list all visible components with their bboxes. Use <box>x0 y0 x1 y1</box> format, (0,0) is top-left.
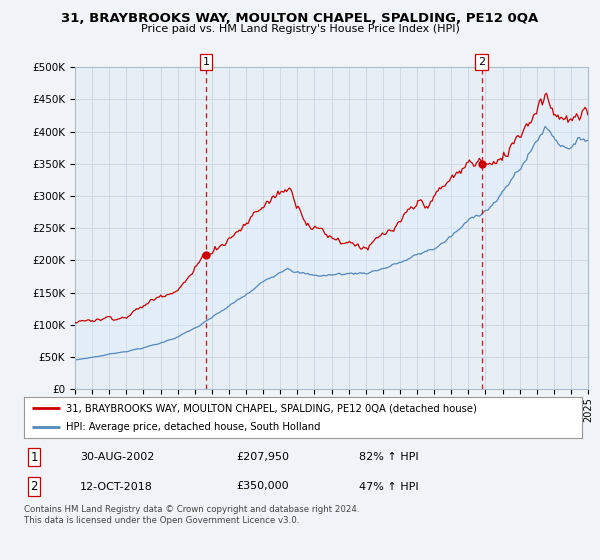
Text: 82% ↑ HPI: 82% ↑ HPI <box>359 452 418 462</box>
Text: 1: 1 <box>30 451 38 464</box>
Text: HPI: Average price, detached house, South Holland: HPI: Average price, detached house, Sout… <box>66 422 320 432</box>
Text: 1: 1 <box>203 57 209 67</box>
Text: £207,950: £207,950 <box>236 452 289 462</box>
Text: Price paid vs. HM Land Registry's House Price Index (HPI): Price paid vs. HM Land Registry's House … <box>140 24 460 34</box>
Text: 2: 2 <box>30 480 38 493</box>
Text: 12-OCT-2018: 12-OCT-2018 <box>80 482 152 492</box>
Text: £350,000: £350,000 <box>236 482 289 492</box>
Text: 30-AUG-2002: 30-AUG-2002 <box>80 452 154 462</box>
Text: Contains HM Land Registry data © Crown copyright and database right 2024.
This d: Contains HM Land Registry data © Crown c… <box>24 505 359 525</box>
Text: 31, BRAYBROOKS WAY, MOULTON CHAPEL, SPALDING, PE12 0QA (detached house): 31, BRAYBROOKS WAY, MOULTON CHAPEL, SPAL… <box>66 403 477 413</box>
Text: 47% ↑ HPI: 47% ↑ HPI <box>359 482 418 492</box>
Text: 31, BRAYBROOKS WAY, MOULTON CHAPEL, SPALDING, PE12 0QA: 31, BRAYBROOKS WAY, MOULTON CHAPEL, SPAL… <box>61 12 539 25</box>
Text: 2: 2 <box>478 57 485 67</box>
